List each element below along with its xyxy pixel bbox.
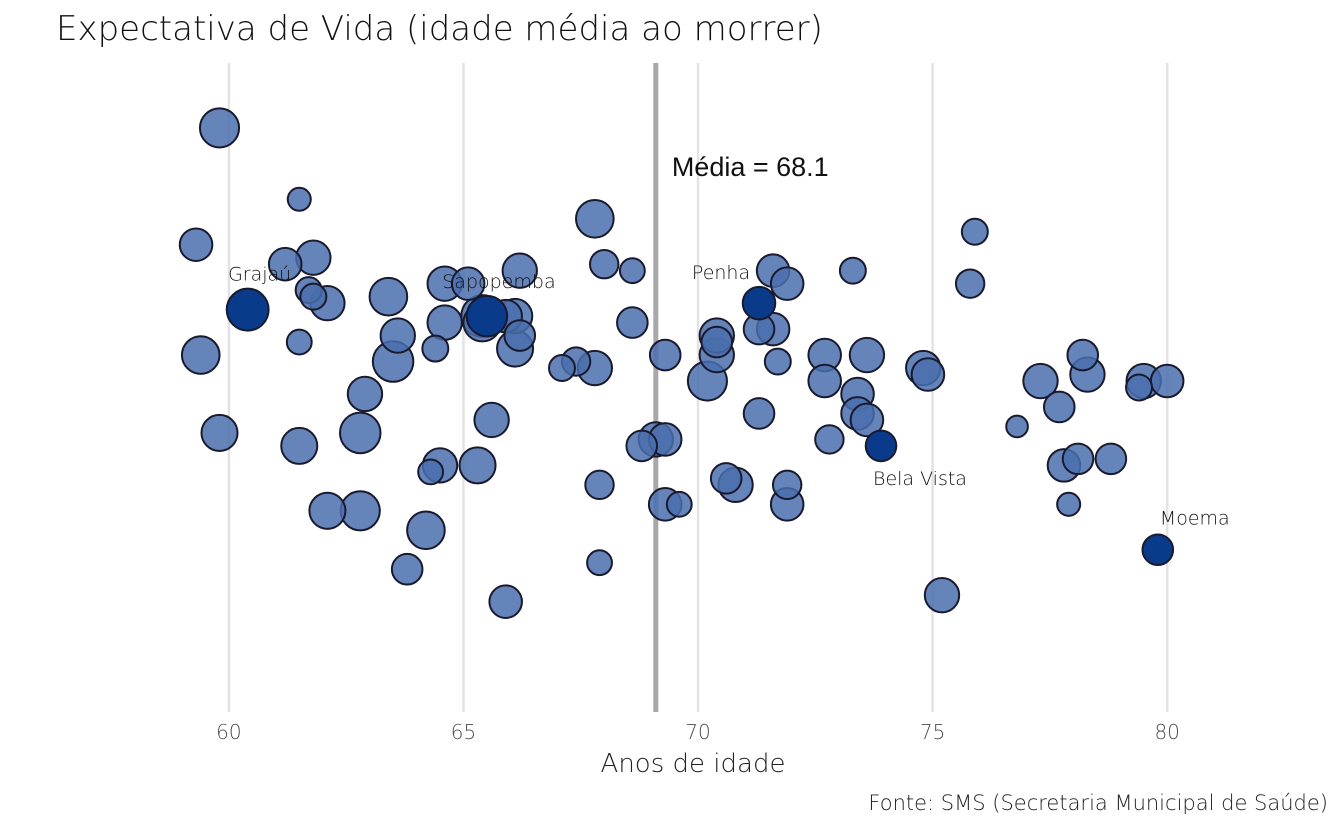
data-point [426, 304, 463, 341]
data-point [1056, 491, 1082, 517]
data-point [960, 217, 989, 246]
data-point [421, 334, 450, 363]
data-point [618, 257, 646, 285]
data-point [625, 429, 659, 463]
data-point [346, 375, 384, 413]
x-tick-labels: 60 65 70 75 80 [216, 720, 1180, 744]
highlight-point-moema [1141, 533, 1175, 567]
x-tick-label-75: 75 [920, 720, 945, 744]
data-point [1094, 442, 1128, 476]
data-point [848, 336, 886, 374]
data-point [267, 246, 303, 282]
data-point [308, 491, 347, 530]
highlight-point-grajaú [225, 287, 270, 332]
data-point [814, 424, 845, 455]
data-point [575, 198, 615, 239]
data-point [379, 317, 416, 354]
data-point [1149, 363, 1185, 399]
data-point [923, 577, 961, 614]
data-point [473, 401, 510, 439]
data-point [548, 354, 576, 383]
data-point [769, 266, 805, 301]
data-point [910, 357, 946, 392]
data-point [742, 397, 776, 430]
highlight-point-sapopemba [465, 294, 509, 338]
data-points [178, 107, 1185, 619]
data-point [501, 252, 538, 289]
x-tick-label-70: 70 [685, 720, 710, 744]
point-label-penha: Penha [692, 262, 750, 284]
data-point [1042, 390, 1076, 424]
data-point [200, 413, 239, 452]
highlight-point-penha [741, 285, 777, 321]
x-axis-title: Anos de idade [601, 749, 786, 779]
data-point [1066, 338, 1100, 372]
data-point [458, 446, 497, 485]
point-label-grajaú: Grajaú [228, 264, 291, 286]
source-caption: Fonte: SMS (Secretaria Municipal de Saúd… [868, 791, 1328, 815]
data-point [589, 248, 620, 280]
data-point [198, 107, 241, 149]
data-point [584, 469, 615, 501]
data-point [763, 347, 792, 376]
data-point [709, 462, 743, 495]
mean-line-group: Média = 68.1 [653, 63, 829, 712]
data-point [954, 268, 986, 299]
data-point [838, 256, 867, 285]
data-point [417, 458, 445, 486]
point-label-moema: Moema [1160, 507, 1230, 529]
data-point [488, 584, 523, 619]
point-label-sapopemba: Sapopemba [442, 271, 555, 293]
data-point [1005, 414, 1029, 439]
data-point [450, 266, 486, 301]
data-point [1061, 442, 1095, 476]
point-labels: Grajaú Sapopemba Penha Bela Vista Moema [228, 262, 1230, 530]
data-point [390, 552, 424, 586]
data-point [339, 490, 381, 532]
highlight-point-bela-vista [864, 429, 898, 463]
data-point [648, 338, 682, 372]
data-point [368, 276, 409, 317]
data-point [807, 363, 842, 399]
data-point [338, 411, 382, 455]
x-tick-label-65: 65 [451, 720, 476, 744]
data-point [771, 469, 803, 501]
data-point [616, 306, 649, 339]
x-tick-label-80: 80 [1154, 720, 1179, 744]
data-point [586, 549, 613, 577]
point-label-bela-vista: Bela Vista [873, 468, 967, 490]
data-point [1125, 373, 1154, 402]
data-point [849, 402, 885, 438]
data-point [1022, 362, 1059, 400]
data-point [406, 510, 446, 551]
data-point [178, 227, 214, 262]
chart-title: Expectativa de Vida (idade média ao morr… [56, 9, 823, 49]
data-point [285, 328, 313, 356]
data-point [286, 186, 312, 212]
data-point [665, 490, 693, 518]
data-point [180, 335, 221, 375]
x-tick-label-60: 60 [216, 720, 241, 744]
data-point [700, 325, 734, 359]
data-point [299, 282, 328, 311]
mean-annotation: Média = 68.1 [672, 152, 829, 182]
data-point [503, 319, 537, 352]
data-point [280, 426, 319, 465]
